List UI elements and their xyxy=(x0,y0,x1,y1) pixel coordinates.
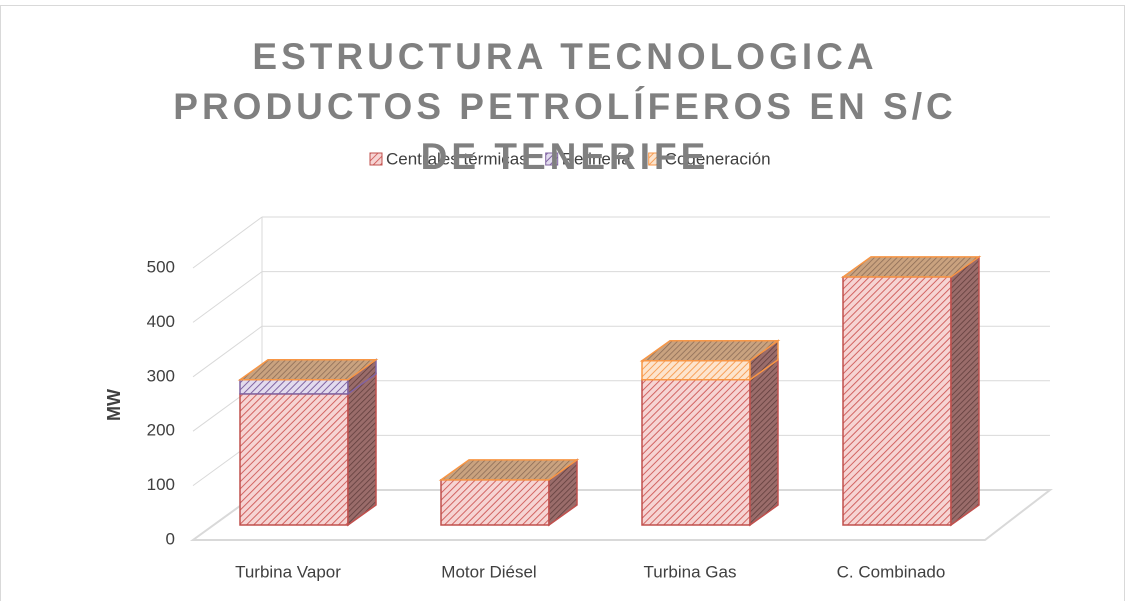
grid-line-side xyxy=(192,271,263,323)
bar-side xyxy=(749,358,779,527)
y-tick-label: 200 xyxy=(147,421,175,440)
bar-segment xyxy=(440,479,550,526)
legend-label: Cogeneración xyxy=(665,149,771,168)
bar-segment xyxy=(239,379,349,395)
bar-segment xyxy=(842,276,952,526)
legend-swatch xyxy=(369,152,383,166)
legend-label: Centrales térmicas xyxy=(386,149,528,168)
bar-top xyxy=(639,339,781,362)
chart-title: ESTRUCTURA TECNOLOGICA PRODUCTOS PETROLÍ… xyxy=(173,36,957,177)
y-tick-label: 0 xyxy=(166,529,175,548)
bar-top xyxy=(237,359,379,381)
bar-segment xyxy=(641,359,751,381)
legend-swatch xyxy=(545,152,559,166)
bar-side xyxy=(347,372,377,527)
x-tick-label: C. Combinado xyxy=(837,562,946,581)
bar-top xyxy=(438,459,580,481)
floor xyxy=(189,489,1053,541)
bar-segment xyxy=(641,379,751,526)
bar-segment xyxy=(239,393,349,526)
x-tick-label: Turbina Gas xyxy=(644,562,737,581)
y-tick-label: 500 xyxy=(147,257,175,276)
bar-top xyxy=(840,256,982,278)
x-tick-label: Motor Diésel xyxy=(441,562,536,581)
y-axis-label: MW xyxy=(104,389,124,421)
x-tick-label: Turbina Vapor xyxy=(235,562,341,581)
y-tick-label: 300 xyxy=(147,366,175,385)
legend-swatch xyxy=(648,152,662,166)
legend-label: Refinería xyxy=(562,149,632,168)
grid-line-side xyxy=(192,216,263,269)
bar-side xyxy=(950,255,980,527)
chart-border xyxy=(0,5,1125,601)
grid-line-side xyxy=(192,325,263,378)
y-tick-label: 400 xyxy=(147,312,175,331)
y-tick-label: 100 xyxy=(147,475,175,494)
